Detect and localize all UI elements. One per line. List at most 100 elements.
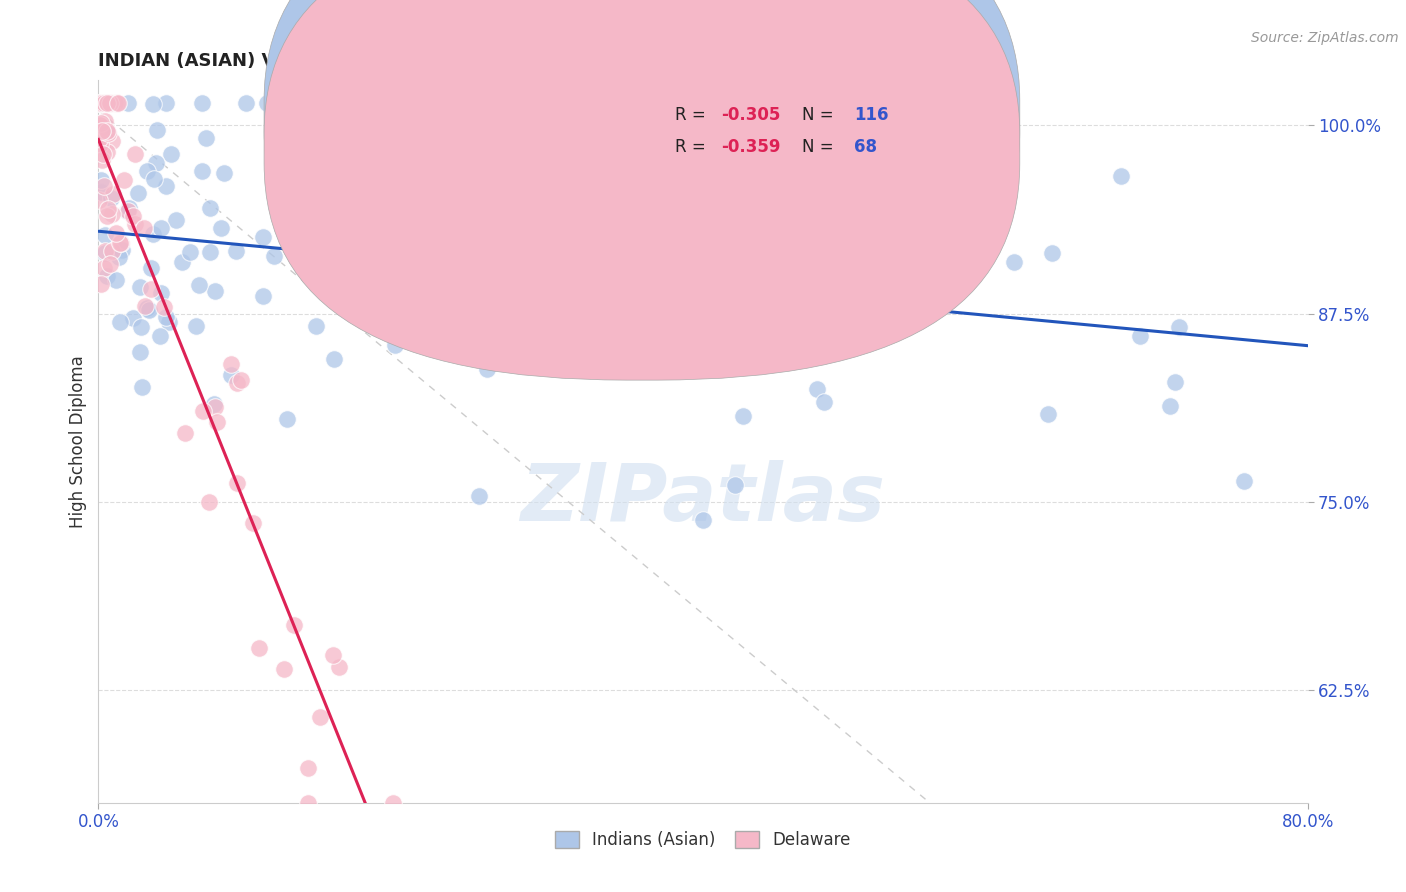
Point — [93, 95, 115, 110]
Point — [134, 299, 156, 313]
Point — [108, 251, 131, 265]
Point — [127, 186, 149, 200]
Y-axis label: High School Diploma: High School Diploma — [69, 355, 87, 528]
Point — [766, 176, 789, 190]
Point — [204, 285, 226, 299]
Point — [382, 796, 405, 810]
Point — [179, 244, 201, 259]
Point — [200, 201, 222, 215]
Point — [477, 362, 499, 376]
Point — [94, 244, 117, 258]
Point — [117, 204, 139, 219]
Point — [668, 207, 690, 221]
Point — [138, 302, 160, 317]
Point — [273, 662, 295, 676]
Point — [89, 136, 111, 151]
Point — [145, 156, 167, 170]
Point — [1163, 376, 1185, 390]
Point — [96, 209, 118, 223]
Point — [89, 137, 111, 152]
Point — [621, 199, 644, 213]
Point — [98, 95, 121, 110]
Point — [187, 277, 209, 292]
Point — [108, 235, 131, 250]
Point — [820, 281, 842, 295]
Point — [486, 211, 509, 225]
Point — [740, 225, 762, 239]
Point — [184, 318, 207, 333]
Point — [484, 265, 506, 279]
Point — [89, 95, 111, 110]
Point — [1036, 408, 1059, 422]
Point — [1040, 245, 1063, 260]
Point — [813, 395, 835, 409]
Point — [209, 220, 232, 235]
Point — [731, 409, 754, 423]
Point — [801, 271, 824, 285]
Point — [146, 123, 169, 137]
Point — [221, 357, 243, 371]
Point — [704, 262, 727, 277]
Point — [938, 174, 960, 188]
Point — [897, 282, 920, 296]
Point — [373, 303, 395, 318]
Point — [205, 415, 228, 429]
Text: R =: R = — [675, 106, 711, 124]
Point — [305, 195, 328, 210]
FancyBboxPatch shape — [600, 84, 976, 181]
Point — [235, 95, 257, 110]
Point — [139, 282, 162, 296]
Point — [204, 400, 226, 414]
Point — [478, 311, 501, 326]
Point — [89, 95, 111, 110]
Point — [252, 289, 274, 303]
Point — [202, 397, 225, 411]
Point — [97, 126, 120, 140]
Point — [690, 231, 713, 245]
Point — [96, 268, 118, 283]
Point — [89, 193, 111, 207]
Point — [322, 648, 344, 662]
Point — [328, 659, 350, 673]
Point — [91, 123, 114, 137]
Point — [150, 220, 173, 235]
Point — [96, 145, 118, 160]
Point — [225, 244, 247, 258]
Point — [104, 95, 127, 110]
Point — [97, 202, 120, 216]
Point — [155, 95, 177, 110]
Point — [214, 166, 236, 180]
Point — [94, 245, 117, 260]
Point — [90, 172, 112, 186]
Point — [165, 212, 187, 227]
Point — [735, 334, 758, 349]
Point — [155, 310, 177, 324]
Point — [198, 495, 221, 509]
Point — [468, 489, 491, 503]
Point — [190, 95, 212, 110]
Point — [96, 124, 118, 138]
Point — [93, 178, 115, 193]
Point — [117, 95, 139, 110]
Point — [444, 183, 467, 197]
Point — [1002, 255, 1025, 269]
Text: -0.305: -0.305 — [721, 106, 780, 124]
Point — [806, 383, 828, 397]
Point — [139, 260, 162, 275]
Point — [90, 277, 112, 291]
Point — [242, 516, 264, 530]
Point — [651, 186, 673, 200]
Point — [352, 231, 374, 245]
Point — [565, 267, 588, 281]
Text: ZIPatlas: ZIPatlas — [520, 460, 886, 539]
Point — [105, 273, 128, 287]
Point — [707, 235, 730, 249]
Point — [155, 179, 177, 194]
Point — [517, 318, 540, 333]
Point — [758, 164, 780, 178]
Point — [193, 404, 215, 418]
Point — [101, 244, 124, 258]
Point — [494, 180, 516, 194]
Point — [124, 146, 146, 161]
Point — [98, 257, 121, 271]
